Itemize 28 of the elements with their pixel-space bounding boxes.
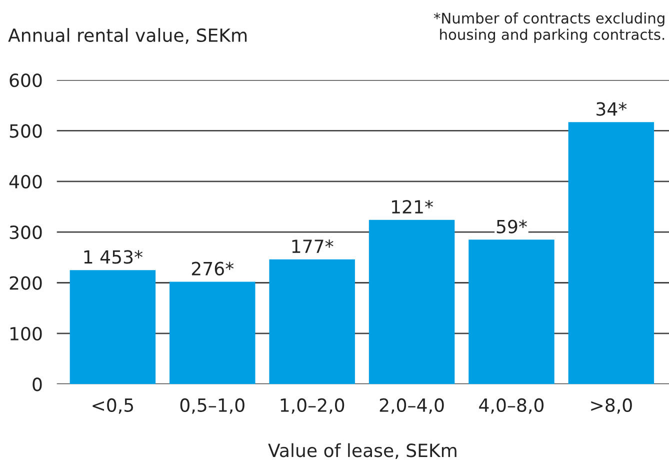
x-tick-label: 1,0–2,0	[280, 398, 344, 414]
annotation: 1 453*	[84, 250, 143, 264]
y-tick-label: 100	[10, 326, 42, 341]
text: *Number of contracts excluding housing and parking contracts.	[434, 12, 664, 43]
chart-title: Annual rental value, SEKm	[8, 28, 247, 44]
bar	[70, 270, 156, 384]
y-tick-label: 500	[10, 124, 42, 138]
annotation: 276*	[192, 262, 234, 276]
x-tick-label: 0,5–1,0	[180, 398, 244, 414]
x-tick-label: <0,5	[92, 398, 134, 414]
annotation: 59*	[496, 220, 527, 234]
annotation: 121*	[392, 200, 433, 214]
bar	[368, 220, 455, 384]
annotation: 34*	[596, 102, 627, 116]
x-axis-title: Value of lease, SEKm	[268, 443, 456, 460]
x-tick-label: 2,0–4,0	[380, 398, 444, 414]
y-tick-label: 400	[9, 174, 42, 189]
bar	[170, 282, 256, 384]
x-tick-label: >8,0	[591, 398, 632, 414]
bar	[468, 240, 554, 384]
bar	[568, 122, 654, 384]
y-tick-label: 600	[10, 74, 42, 88]
y-tick-label: 300	[10, 226, 42, 240]
bar	[269, 259, 355, 384]
x-tick-label: 4,0–8,0	[479, 398, 544, 414]
annotation: 177*	[292, 240, 334, 253]
y-tick-label: 200	[10, 276, 42, 290]
y-tick-label: 0	[32, 378, 42, 392]
